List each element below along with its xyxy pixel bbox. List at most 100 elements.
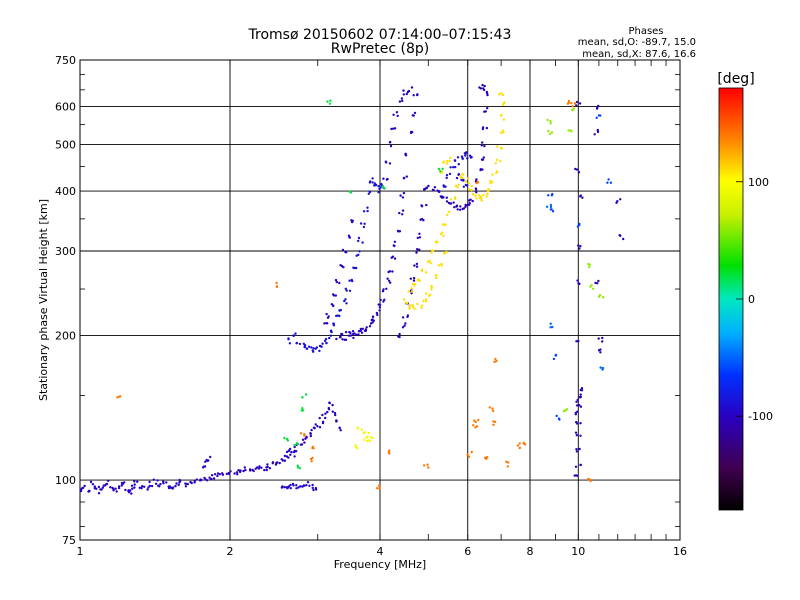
data-point <box>449 166 452 169</box>
data-point <box>415 251 418 254</box>
data-point <box>315 346 318 349</box>
data-point <box>329 330 333 333</box>
data-point <box>295 487 298 490</box>
data-point <box>447 201 451 205</box>
data-point <box>193 479 196 483</box>
data-point <box>294 332 297 335</box>
data-point <box>499 131 503 134</box>
data-point <box>491 409 495 413</box>
data-point <box>498 93 501 96</box>
stats-line-o: mean, sd,O: -89.7, 15.0 <box>578 37 696 48</box>
data-point <box>381 185 385 188</box>
data-point <box>557 417 561 420</box>
data-point <box>567 129 570 132</box>
x-tick-label: 1 <box>77 545 84 558</box>
data-point <box>596 282 599 285</box>
data-point <box>413 264 416 267</box>
data-point <box>115 490 118 493</box>
data-point <box>138 486 141 489</box>
x-tick-label: 16 <box>673 545 687 558</box>
data-point <box>318 416 321 420</box>
data-point <box>325 341 328 345</box>
data-point <box>398 230 402 233</box>
data-point <box>480 197 483 200</box>
data-point <box>410 86 414 89</box>
data-point <box>393 240 397 243</box>
data-point <box>311 483 314 487</box>
data-point <box>408 306 411 309</box>
y-tick-label: 750 <box>55 54 76 67</box>
data-point <box>83 484 86 488</box>
data-point <box>133 480 136 483</box>
data-point <box>375 311 379 315</box>
data-point <box>364 329 368 332</box>
data-point <box>385 287 388 290</box>
data-point <box>461 157 464 160</box>
data-point <box>123 481 126 484</box>
data-point <box>303 434 306 437</box>
data-point <box>382 177 385 180</box>
data-point <box>403 176 406 180</box>
data-point <box>482 193 485 197</box>
data-point <box>410 287 413 290</box>
data-point <box>287 337 290 340</box>
data-point <box>401 196 405 199</box>
data-point <box>212 477 216 480</box>
data-point <box>95 487 98 490</box>
data-point <box>574 413 577 416</box>
data-point <box>567 99 571 103</box>
data-point <box>486 192 489 196</box>
data-point <box>416 248 419 251</box>
data-point <box>338 281 341 285</box>
data-point <box>575 434 578 437</box>
data-point <box>506 465 509 468</box>
data-point <box>578 247 581 250</box>
data-point <box>162 480 165 483</box>
data-point <box>587 477 590 481</box>
data-point <box>117 486 121 490</box>
data-point <box>341 338 344 341</box>
data-point <box>316 425 319 428</box>
data-point <box>579 405 583 408</box>
data-point <box>398 100 402 103</box>
data-point <box>577 282 580 285</box>
data-point <box>312 347 315 350</box>
data-point <box>311 486 314 490</box>
data-point <box>278 461 281 465</box>
data-point <box>495 158 498 162</box>
data-point <box>266 465 269 469</box>
data-point <box>335 280 338 284</box>
data-point <box>599 114 602 117</box>
data-point <box>455 204 459 207</box>
data-point <box>400 97 404 100</box>
data-point <box>454 184 458 188</box>
data-point <box>383 187 386 190</box>
data-point <box>549 326 552 329</box>
data-point <box>143 485 146 488</box>
data-point <box>332 304 335 307</box>
data-point <box>491 407 494 410</box>
data-point <box>154 482 158 485</box>
data-point <box>548 132 552 136</box>
data-point <box>285 437 289 441</box>
data-point <box>569 129 572 132</box>
data-point <box>395 111 399 114</box>
data-point <box>386 177 389 181</box>
data-point <box>595 107 599 110</box>
data-point <box>306 481 310 484</box>
data-point <box>404 301 408 304</box>
data-point <box>328 401 331 405</box>
data-point <box>112 489 115 492</box>
data-point <box>344 287 347 290</box>
data-point <box>422 464 426 467</box>
data-point <box>453 206 456 209</box>
data-point <box>601 336 604 340</box>
data-point <box>323 322 326 325</box>
data-point <box>373 182 376 185</box>
data-point <box>325 312 328 316</box>
data-point <box>396 114 399 118</box>
data-point <box>318 349 321 353</box>
data-point <box>347 334 351 337</box>
data-point <box>311 445 314 449</box>
